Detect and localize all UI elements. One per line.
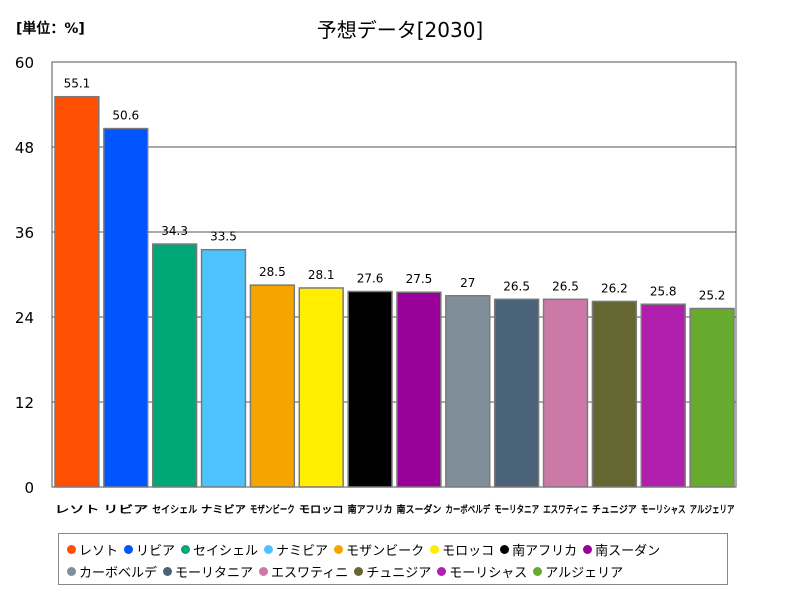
bar	[396, 291, 442, 488]
data-label: 27.6	[357, 272, 384, 286]
x-tick-label: 南アフリカ	[348, 503, 393, 516]
legend-marker	[67, 544, 76, 554]
x-tick-label: モロッコ	[299, 505, 344, 516]
legend-item: リビア	[124, 540, 175, 559]
legend-marker	[259, 566, 269, 576]
bar	[542, 298, 589, 488]
bar	[493, 298, 540, 488]
y-tick-label: 0	[24, 479, 34, 497]
legend-row: カーボベルデ モーリタニア エスワティニ チュニジア モーリシャス アルジェリア	[67, 560, 727, 582]
bar-chart: 0 12 24 36 48 60 55.1 レソト 50.6 リビア 34.3 セイシェル 33.5 ナミ…	[15, 54, 737, 516]
bar	[200, 248, 247, 488]
x-tick-label: エスワティニ	[543, 504, 588, 516]
legend-item: エスワティニ	[259, 562, 348, 581]
legend-marker	[583, 544, 593, 554]
legend-marker	[533, 566, 543, 576]
bar	[640, 303, 686, 488]
legend-label: モーリシャス	[449, 565, 528, 581]
y-tick-label: 24	[15, 309, 34, 327]
legend-label: アルジェリア	[545, 565, 624, 581]
data-label: 28.1	[308, 268, 335, 282]
y-tick-label: 12	[15, 394, 34, 412]
y-tick-label: 48	[15, 139, 34, 157]
legend-item: アルジェリア	[533, 562, 623, 581]
legend-item: ナミビア	[264, 540, 328, 559]
legend-label: カーボベルデ	[79, 565, 158, 581]
legend-marker	[67, 566, 76, 576]
legend-item: モロッコ	[430, 540, 494, 559]
data-label: 26.5	[552, 279, 579, 293]
x-tick-label: ナミビア	[201, 503, 246, 516]
data-label: 26.2	[601, 281, 628, 295]
x-tick-label: セイシェル	[152, 504, 197, 516]
data-label: 27	[460, 276, 475, 290]
x-tick-label: モーリシャス	[641, 504, 686, 516]
chart-title: 予想データ[2030]	[316, 18, 484, 42]
legend-item: チュニジア	[354, 562, 431, 581]
legend-label: 南スーダン	[595, 543, 661, 559]
legend-label: モロッコ	[442, 543, 495, 559]
x-tick-label: リビア	[103, 503, 148, 516]
legend-label: 南アフリカ	[512, 543, 578, 559]
legend-label: セイシェル	[193, 543, 259, 559]
legend-label: チュニジア	[366, 565, 432, 581]
legend-item: モーリシャス	[437, 562, 527, 581]
legend-item: モーリタニア	[163, 562, 253, 581]
data-label: 26.5	[503, 279, 530, 293]
x-tick-label: モザンビーク	[250, 503, 295, 516]
data-label: 28.5	[259, 265, 286, 279]
x-tick-label: レソト	[55, 504, 100, 516]
x-tick-label: チュニジア	[592, 504, 637, 516]
bar	[249, 284, 296, 488]
bar	[103, 127, 149, 488]
legend-label: レソト	[79, 543, 119, 559]
unit-label: [単位：%]	[16, 21, 85, 37]
legend-label: エスワティニ	[271, 565, 349, 581]
bar	[689, 307, 735, 488]
bar	[54, 95, 100, 488]
x-tick-label: モーリタニア	[494, 504, 539, 516]
x-tick-label: 南スーダン	[397, 503, 442, 516]
legend-marker	[354, 566, 364, 576]
legend-label: モーリタニア	[175, 565, 254, 581]
x-tick-label: カーボベルデ	[445, 503, 491, 516]
legend-item: セイシェル	[181, 540, 258, 559]
legend-marker	[264, 544, 274, 554]
bar	[298, 287, 344, 488]
legend-label: ナミビア	[276, 543, 329, 559]
bar	[151, 243, 198, 488]
bar	[347, 290, 393, 488]
legend-item: カーボベルデ	[67, 562, 157, 581]
legend-marker	[124, 544, 134, 554]
legend-marker	[437, 566, 447, 576]
data-label: 50.6	[112, 109, 139, 123]
legend-item: レソト	[67, 540, 118, 559]
data-label: 25.2	[699, 289, 726, 303]
legend-marker	[430, 544, 440, 554]
data-label: 27.5	[406, 272, 433, 286]
legend-row: レソト リビア セイシェル ナミビア モザンビーク モロッコ 南アフリカ 南スーダン	[67, 538, 727, 560]
legend-label: モザンビーク	[346, 543, 425, 559]
legend-marker	[181, 544, 191, 554]
legend-label: リビア	[136, 543, 176, 559]
y-tick-label: 60	[15, 54, 34, 72]
data-label: 25.8	[650, 284, 677, 298]
data-label: 33.5	[210, 230, 237, 244]
y-tick-label: 36	[15, 224, 34, 242]
legend-item: モザンビーク	[334, 540, 424, 559]
bar	[591, 300, 638, 488]
x-tick-label: アルジェリア	[690, 504, 735, 516]
data-label: 55.1	[64, 77, 91, 91]
legend-item: 南スーダン	[583, 540, 660, 559]
bar	[445, 295, 491, 488]
legend-marker	[500, 544, 510, 554]
data-label: 34.3	[161, 224, 188, 238]
legend-item: 南アフリカ	[500, 540, 577, 559]
chart-legend: レソト リビア セイシェル ナミビア モザンビーク モロッコ 南アフリカ 南スーダン カーボベ…	[58, 533, 728, 585]
legend-marker	[334, 544, 344, 554]
legend-marker	[163, 566, 173, 576]
